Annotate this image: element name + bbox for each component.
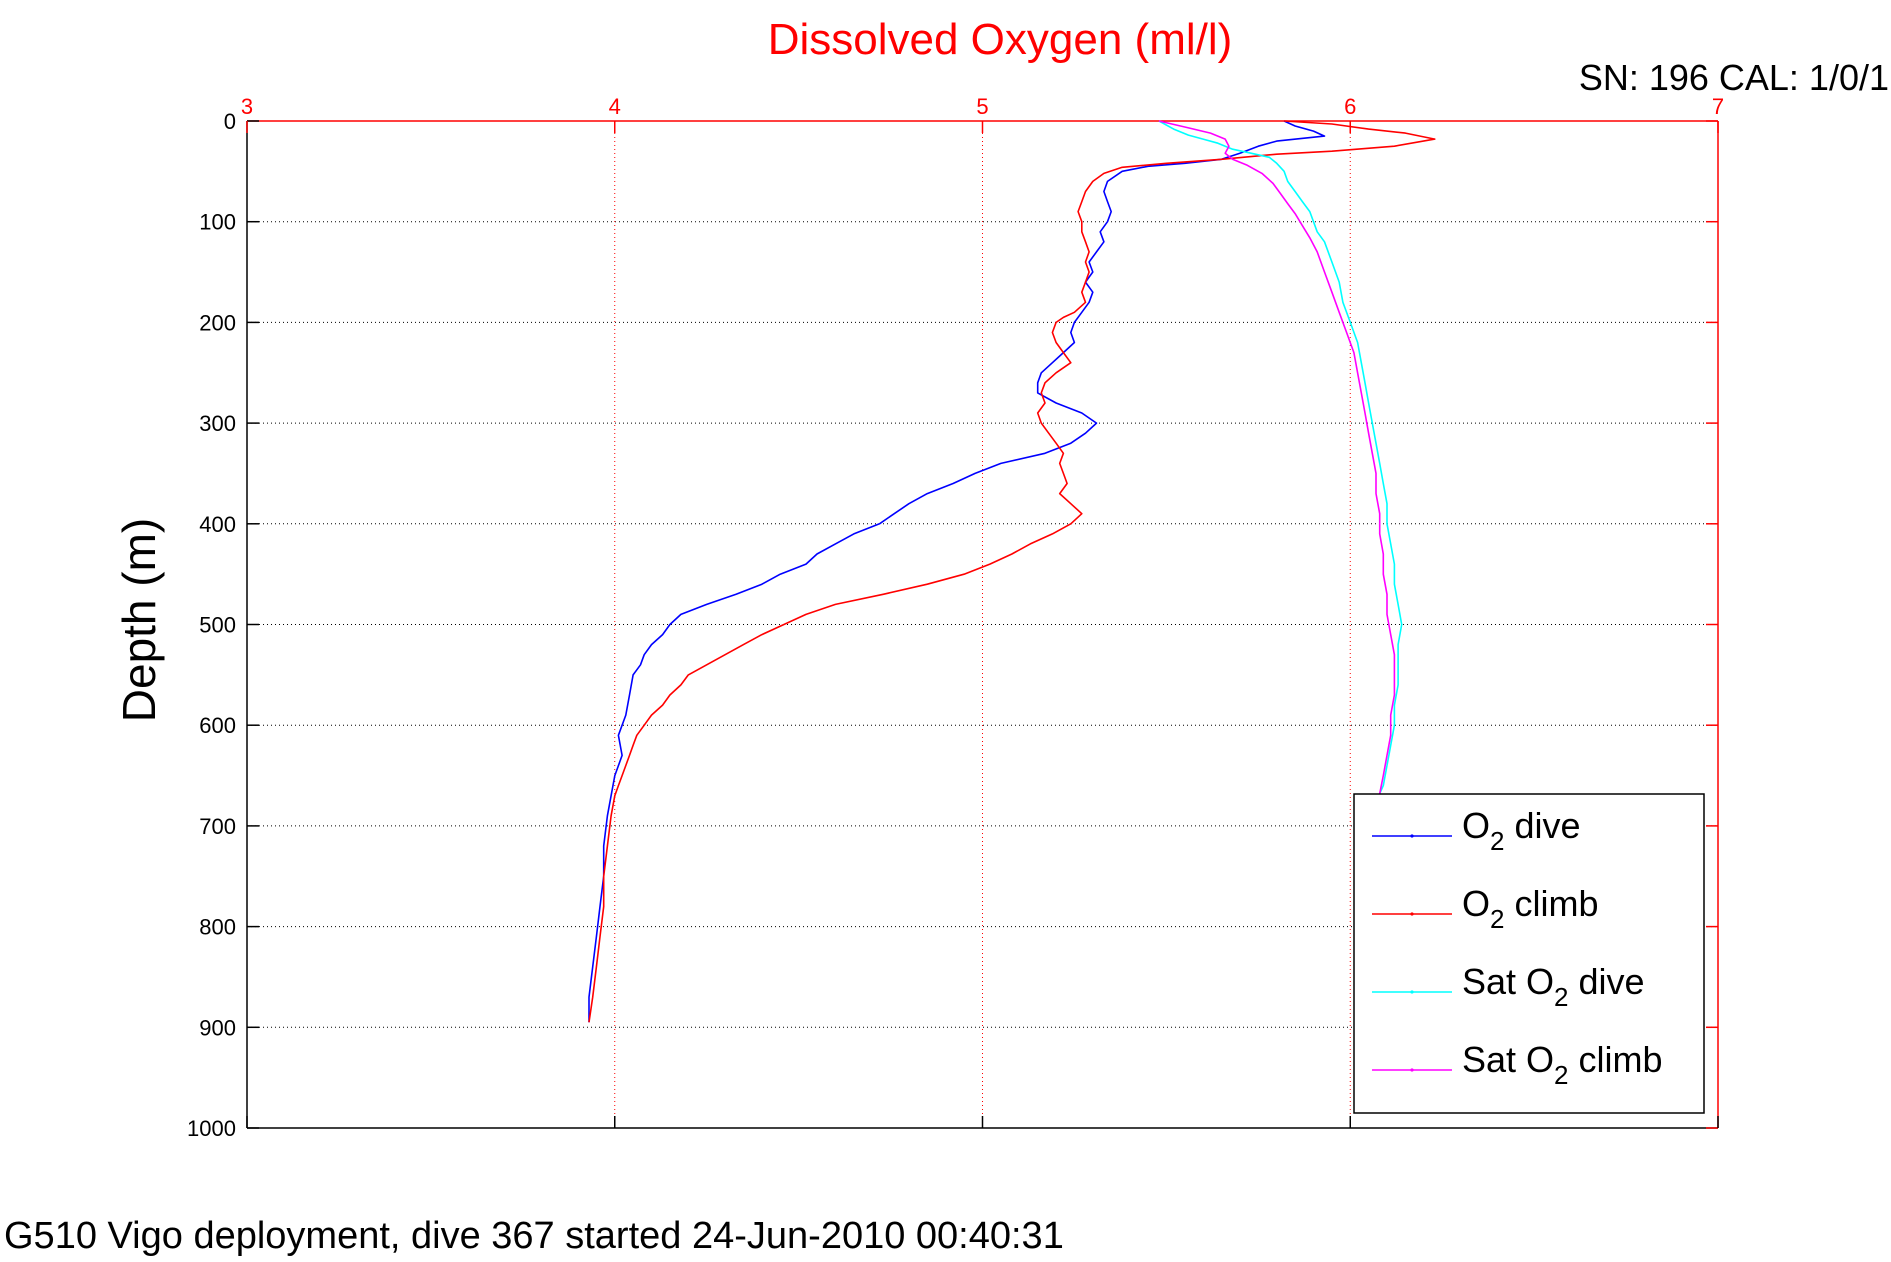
legend-marker-4 (1410, 1068, 1414, 1072)
footer-text: G510 Vigo deployment, dive 367 started 2… (4, 1215, 1064, 1257)
y-tick-label: 500 (199, 613, 236, 638)
y-tick-label: 800 (199, 915, 236, 940)
series-line-1 (588, 120, 1326, 1023)
data-series (588, 120, 1436, 1023)
legend: O2 dive O2 climb Sat O2 dive Sat O2 climb (1353, 793, 1705, 1114)
chart-title: Dissolved Oxygen (ml/l) (768, 15, 1233, 64)
legend-label-4: Sat O2 climb (1462, 1039, 1663, 1090)
series-line-3 (1158, 120, 1403, 795)
x-tick-label: 5 (976, 94, 988, 119)
legend-box (1353, 793, 1705, 1114)
legend-label-1: O2 dive (1462, 805, 1581, 856)
series-line-4 (1158, 120, 1396, 794)
legend-label-2: O2 climb (1462, 883, 1599, 934)
x-tick-label: 3 (241, 94, 253, 119)
y-tick-label: 900 (199, 1015, 236, 1040)
x-tick-label: 7 (1712, 94, 1724, 119)
axes: 0 100 200 300 400 500 600 700 800 900 1000 3 4 5 6 7 (187, 94, 1724, 1141)
y-tick-label: 700 (199, 814, 236, 839)
cal-label: SN: 196 CAL: 1/0/1 (1579, 57, 1889, 98)
x-tick-label: 6 (1344, 94, 1356, 119)
series-line-2 (588, 120, 1436, 1023)
y-tick-label: 400 (199, 512, 236, 537)
legend-marker-1 (1410, 834, 1414, 838)
y-axis-label: Depth (m) (113, 518, 165, 722)
legend-label-3: Sat O2 dive (1462, 961, 1645, 1012)
y-tick-label: 100 (199, 210, 236, 235)
y-tick-label: 300 (199, 411, 236, 436)
y-tick-label: 200 (199, 310, 236, 335)
y-tick-label: 600 (199, 713, 236, 738)
legend-marker-3 (1410, 990, 1414, 994)
y-tick-label: 1000 (187, 1116, 236, 1141)
y-tick-label: 0 (224, 109, 236, 134)
legend-marker-2 (1410, 912, 1414, 916)
x-tick-label: 4 (609, 94, 621, 119)
